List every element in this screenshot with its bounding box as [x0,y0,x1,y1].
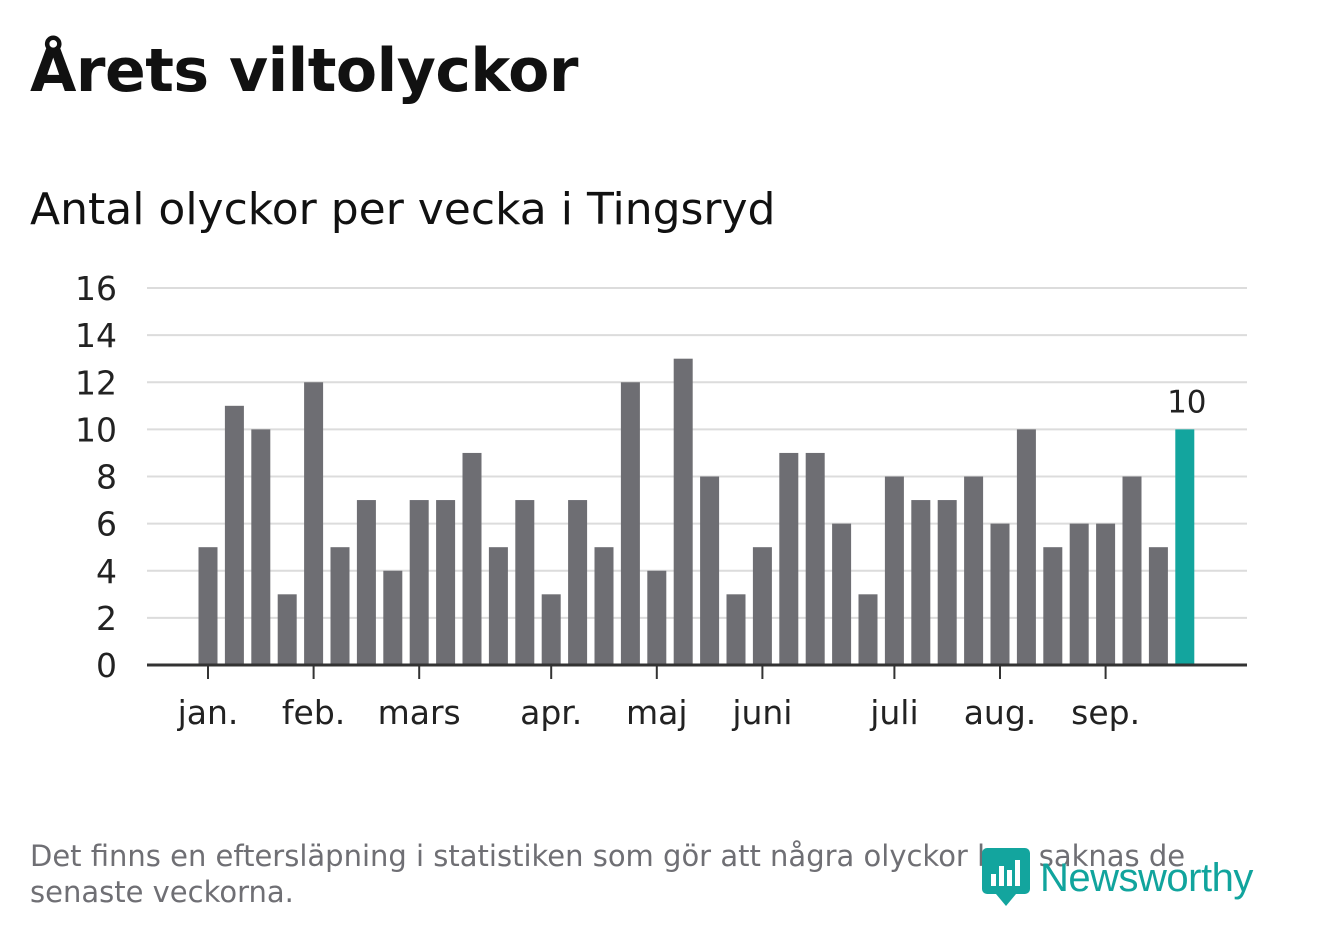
bar [304,382,324,665]
bar [884,476,904,665]
x-tick-label: feb. [282,693,345,732]
bar [990,523,1010,665]
bar [251,429,271,665]
bar [726,594,746,665]
chart-title: Årets viltolyckor [30,36,579,106]
logo-text: Newsworthy [1040,855,1253,900]
bar [805,452,825,665]
bar [436,500,456,665]
y-tick-label: 10 [75,410,117,449]
bar [541,594,561,665]
data-label: 10 [1167,384,1206,420]
bar-chart: 0 2 4 6 8 10 12 14 16 10 jan. feb. mars apr. maj juni ju… [75,269,1247,732]
newsworthy-logo-icon [982,848,1030,906]
x-tick-label: jan. [177,693,239,732]
bar [198,547,218,665]
y-tick-label: 8 [96,458,117,497]
y-tick-label: 16 [75,269,117,308]
x-tick-label: apr. [520,693,582,732]
x-tick-label: aug. [964,693,1037,732]
x-tick-label: maj [626,693,688,732]
y-tick-label: 2 [96,599,117,638]
bar [568,500,588,665]
bar [1016,429,1036,665]
y-tick-label: 14 [75,316,117,355]
bar [1069,523,1089,665]
bar [330,547,350,665]
bar [462,452,482,665]
bar [1122,476,1142,665]
bar [515,500,535,665]
bar [673,358,693,665]
bar [356,500,376,665]
bar [832,523,852,665]
x-tick-label: sep. [1071,693,1140,732]
bar [858,594,878,665]
bar [620,382,640,665]
bar [383,570,403,665]
bar [779,452,799,665]
bar [224,405,244,665]
bar [647,570,667,665]
bar [1096,523,1116,665]
bar [937,500,957,665]
x-tick-label: juli [869,693,918,732]
chart-subtitle: Antal olyckor per vecka i Tingsryd [30,184,776,235]
bar [277,594,297,665]
bar [964,476,984,665]
y-tick-label: 4 [96,552,117,591]
bar [488,547,508,665]
y-tick-label: 0 [96,646,117,685]
bar [409,500,429,665]
bar [700,476,720,665]
bar-highlight [1175,429,1195,665]
bar [752,547,772,665]
x-tick-label: juni [731,693,792,732]
newsworthy-logo: Newsworthy [982,848,1253,908]
y-tick-label: 6 [96,505,117,544]
bar [911,500,931,665]
bar [594,547,614,665]
x-tick-label: mars [378,693,461,732]
bar [1148,547,1168,665]
bar [1043,547,1063,665]
y-tick-label: 12 [75,363,117,402]
